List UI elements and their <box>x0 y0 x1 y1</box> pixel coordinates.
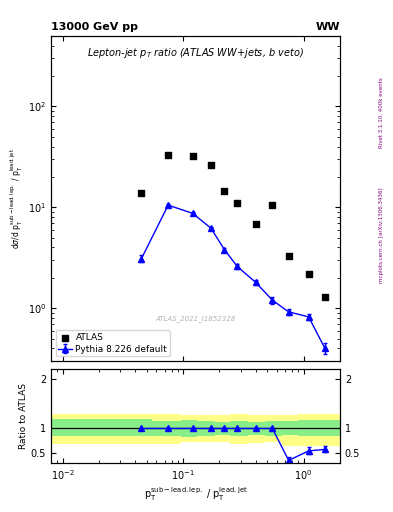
Text: mcplots.cern.ch [arXiv:1306.3436]: mcplots.cern.ch [arXiv:1306.3436] <box>379 188 384 283</box>
ATLAS <box>208 161 214 169</box>
ATLAS <box>189 152 196 160</box>
ATLAS <box>138 188 145 197</box>
Text: ATLAS_2021_I1852328: ATLAS_2021_I1852328 <box>155 315 236 322</box>
Y-axis label: Ratio to ATLAS: Ratio to ATLAS <box>19 383 28 449</box>
Y-axis label: d$\sigma$/d p$_\mathrm{T}^\mathrm{sub-lead.lep.}$ / p$_\mathrm{T}^\mathrm{lead.j: d$\sigma$/d p$_\mathrm{T}^\mathrm{sub-le… <box>9 148 25 249</box>
ATLAS <box>305 269 312 278</box>
ATLAS <box>285 252 292 260</box>
Text: 13000 GeV pp: 13000 GeV pp <box>51 22 138 32</box>
Text: WW: WW <box>316 22 340 32</box>
ATLAS <box>165 151 171 159</box>
Legend: ATLAS, Pythia 8.226 default: ATLAS, Pythia 8.226 default <box>55 330 170 356</box>
ATLAS <box>322 292 328 301</box>
ATLAS <box>269 201 275 209</box>
Text: Lepton-jet p$_\mathregular{T}$ ratio (ATLAS WW+jets, b veto): Lepton-jet p$_\mathregular{T}$ ratio (AT… <box>87 46 304 59</box>
X-axis label: p$_\mathrm{T}^\mathrm{sub-lead. lep.}$ / p$_\mathrm{T}^\mathrm{lead. jet}$: p$_\mathrm{T}^\mathrm{sub-lead. lep.}$ /… <box>144 485 247 503</box>
Text: Rivet 3.1.10, 400k events: Rivet 3.1.10, 400k events <box>379 77 384 148</box>
ATLAS <box>221 187 228 195</box>
ATLAS <box>234 199 240 207</box>
ATLAS <box>253 220 259 228</box>
